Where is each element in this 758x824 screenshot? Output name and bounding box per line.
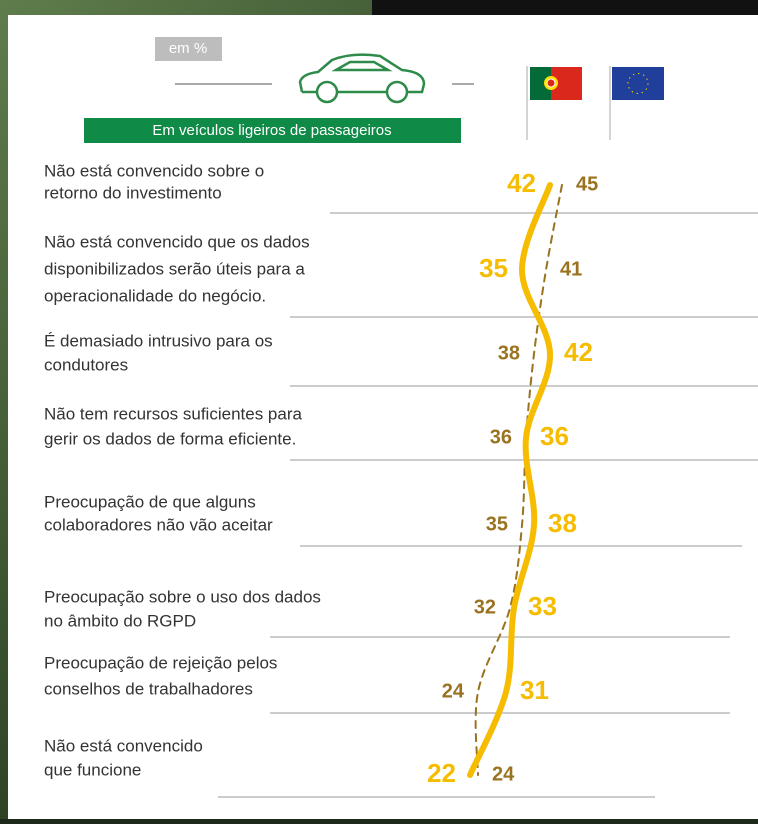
series-line: [474, 184, 563, 776]
category-label: colaboradores não vão aceitar: [44, 515, 273, 534]
subtitle-box: [84, 118, 461, 143]
category-label: Não está convencido sobre o: [44, 161, 264, 180]
category-label: condutores: [44, 355, 128, 374]
badge: em %: [169, 40, 207, 57]
value-label: 35: [479, 253, 508, 283]
badge-box: [155, 37, 222, 61]
value-label: 33: [528, 591, 557, 621]
value-label: 36: [490, 426, 512, 448]
category-label: retorno do investimento: [44, 183, 222, 202]
category-label: Não está convencido que os dados: [44, 232, 310, 251]
flag-eu: [612, 67, 664, 100]
category-label: É demasiado intrusivo para os: [44, 331, 273, 350]
category-label: Preocupação sobre o uso dos dados: [44, 587, 321, 606]
value-label: 22: [427, 758, 456, 788]
category-label: Não tem recursos suficientes para: [44, 404, 302, 423]
value-label: 31: [520, 675, 549, 705]
flag-portugal: [530, 67, 582, 100]
category-label: gerir os dados de forma eficiente.: [44, 429, 296, 448]
value-label: 35: [486, 513, 508, 535]
subtitle: Em veículos ligeiros de passageiros: [152, 122, 391, 139]
value-label: 42: [507, 168, 536, 198]
value-label: 36: [540, 421, 569, 451]
category-label: Não está convencido: [44, 736, 203, 755]
value-label: 42: [564, 337, 593, 367]
category-label: conselhos de trabalhadores: [44, 679, 253, 698]
value-label: 32: [474, 596, 496, 618]
value-label: 24: [492, 763, 515, 785]
panel: [8, 15, 758, 819]
category-label: no âmbito do RGPD: [44, 611, 196, 630]
series-line: [467, 182, 554, 778]
value-label: 38: [548, 508, 577, 538]
top-band: [372, 0, 758, 15]
value-label: 41: [560, 258, 582, 280]
value-label: 24: [442, 680, 465, 702]
category-label: Preocupação de que alguns: [44, 492, 256, 511]
car-icon: [298, 53, 426, 104]
category-label: Preocupação de rejeição pelos: [44, 653, 277, 672]
category-label: que funcione: [44, 760, 141, 779]
value-label: 38: [498, 342, 520, 364]
category-label: disponibilizados serão úteis para a: [44, 259, 305, 278]
value-label: 45: [576, 173, 598, 195]
category-label: operacionalidade do negócio.: [44, 286, 266, 305]
